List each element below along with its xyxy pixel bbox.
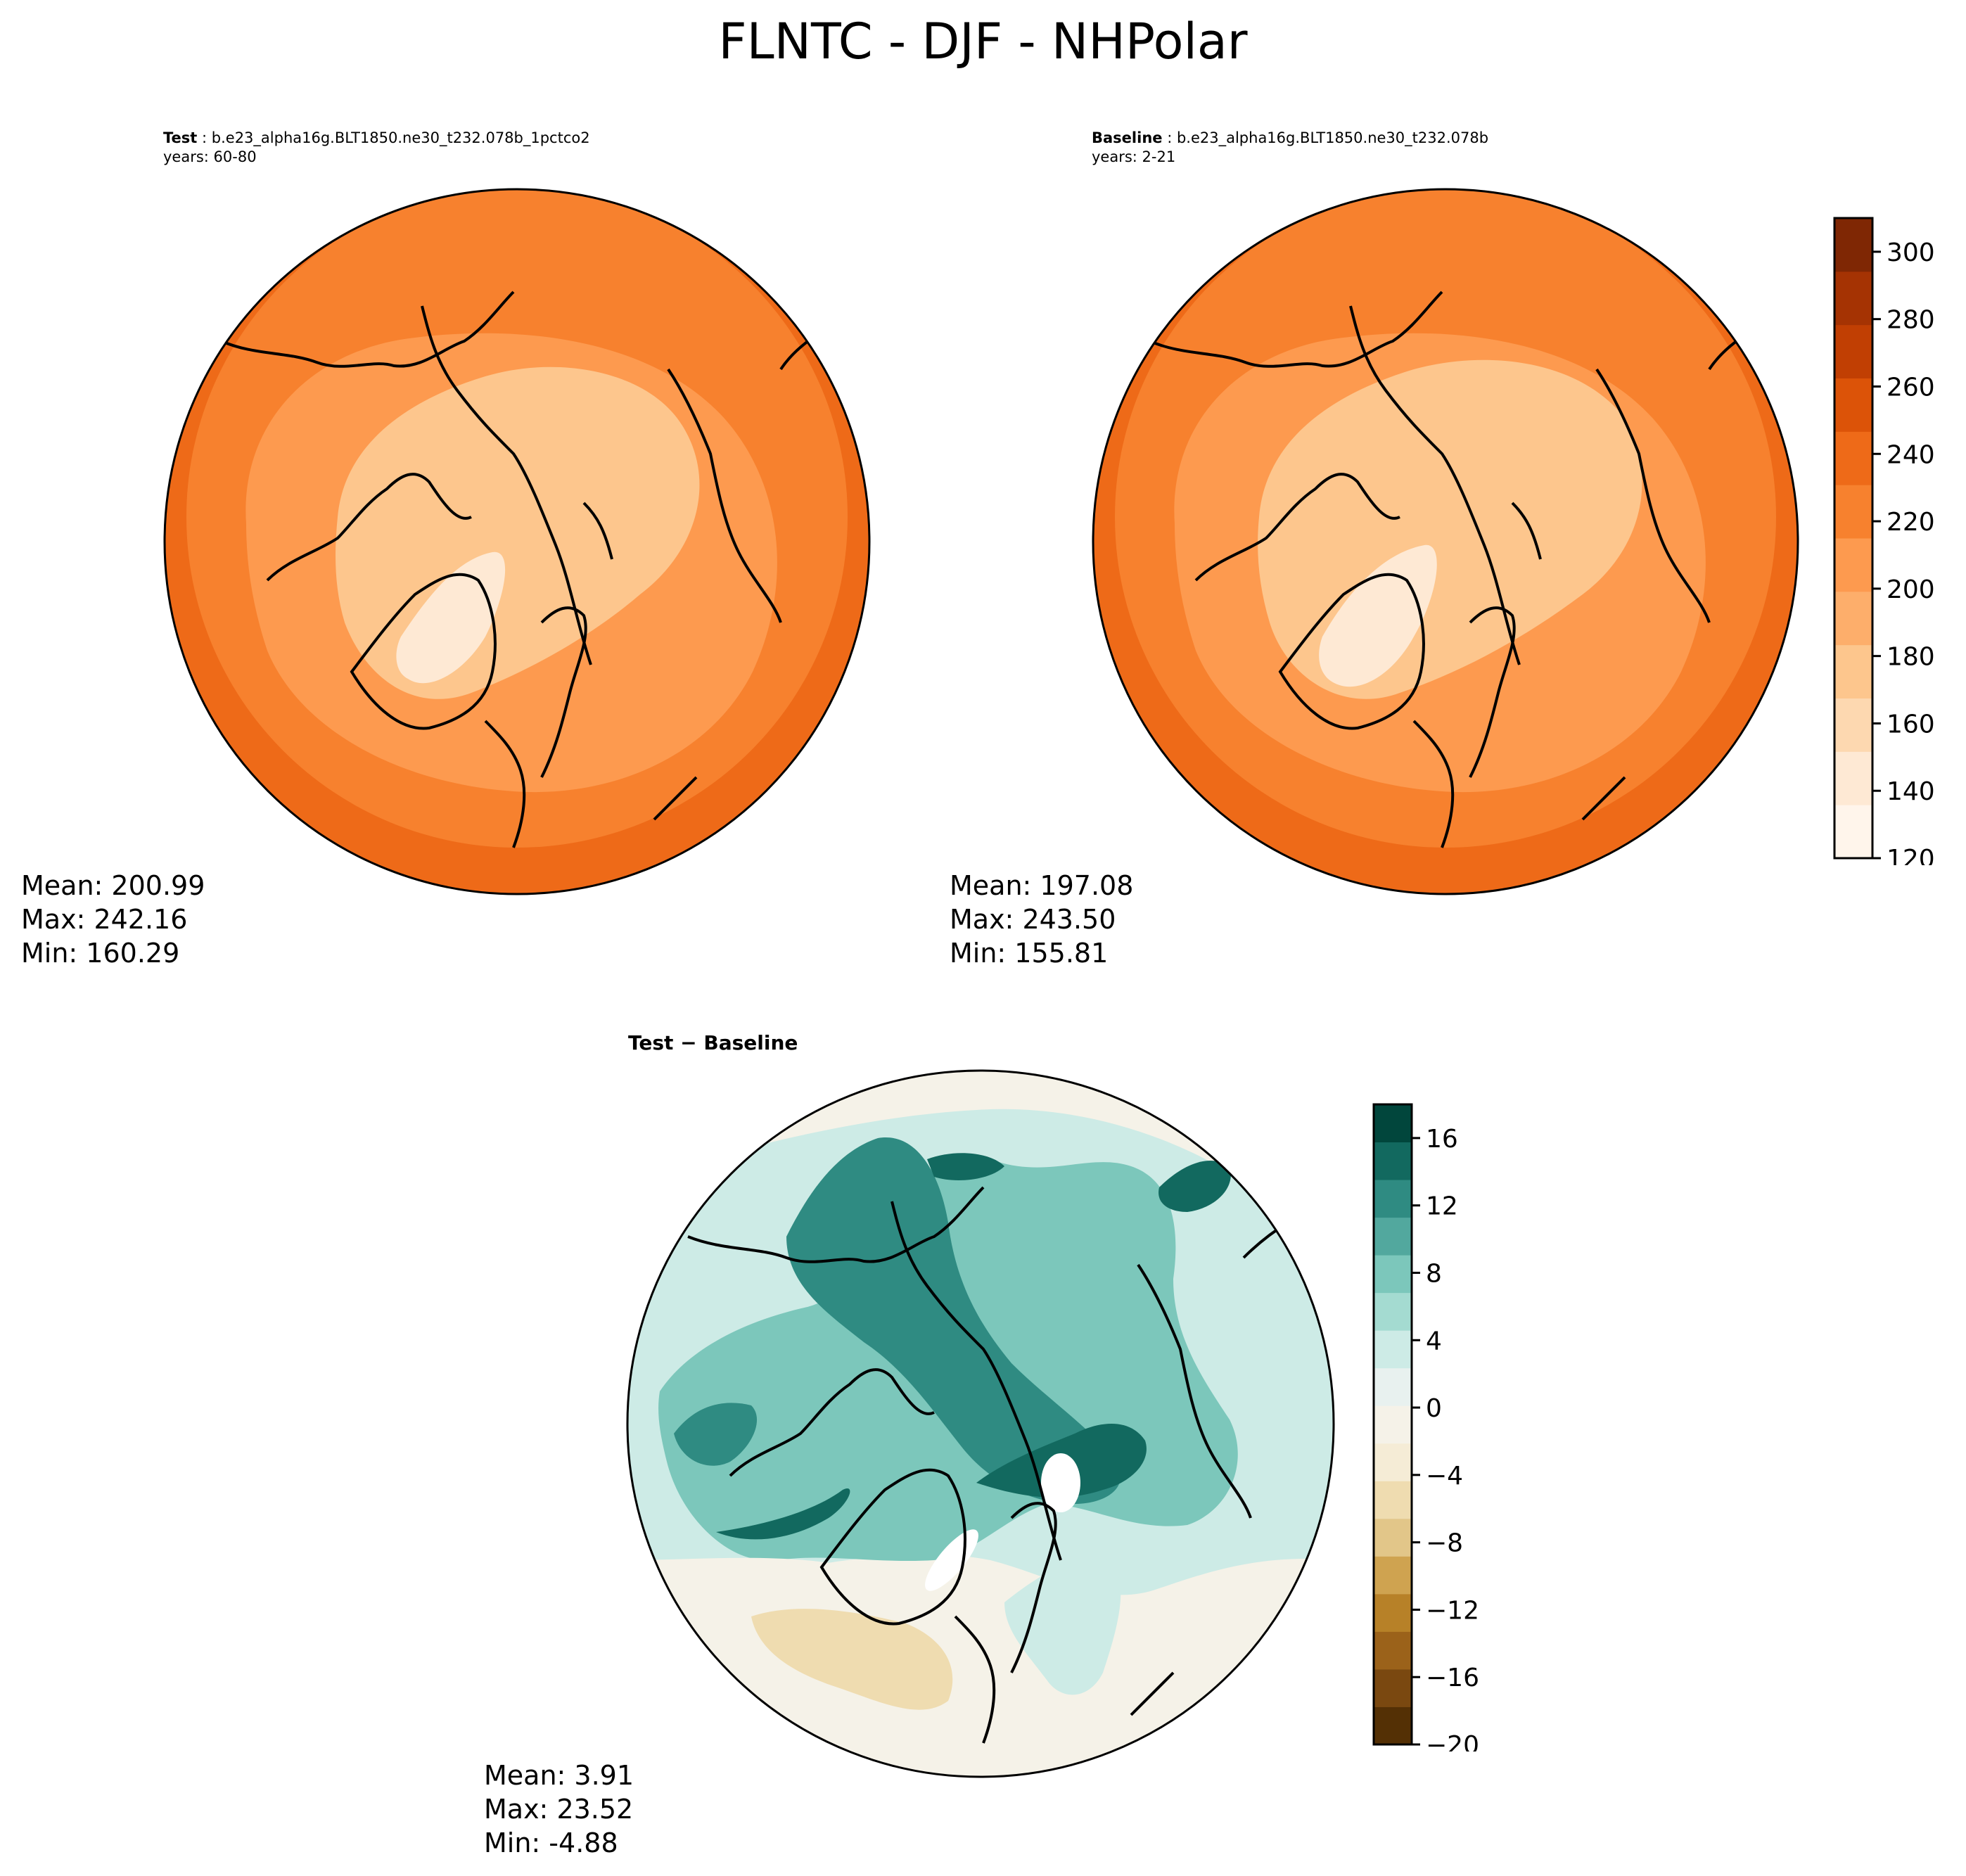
colorbar-main-tick-label: 220	[1887, 508, 1935, 537]
colorbar-diff-block	[1374, 1180, 1412, 1218]
colorbar-diff-tick-label: −8	[1426, 1529, 1463, 1558]
diff-strong-region	[786, 1137, 1121, 1504]
colorbar-main-block	[1834, 271, 1872, 326]
diff-map	[626, 1069, 1335, 1778]
colorbar-main-block	[1834, 218, 1872, 272]
colorbar-main-block	[1834, 431, 1872, 485]
colorbar-diff-tick-label: −12	[1426, 1596, 1479, 1625]
diff-missing-east	[1041, 1453, 1080, 1512]
colorbar-diff-block	[1374, 1593, 1412, 1632]
diff-map-boundary	[626, 1069, 1335, 1778]
colorbar-diff-block	[1374, 1217, 1412, 1256]
colorbar-diff-block	[1374, 1104, 1412, 1143]
colorbar-main-tick-label: 140	[1887, 777, 1935, 806]
test-case: b.e23_alpha16g.BLT1850.ne30_t232.078b_1p…	[211, 129, 590, 146]
colorbar-main-block	[1834, 378, 1872, 432]
diff-max: Max: 23.52	[484, 1794, 634, 1825]
colorbar-main-tick-label: 300	[1887, 238, 1935, 267]
baseline-mean: Mean: 197.08	[950, 870, 1134, 901]
colorbar-diff-tick-label: 0	[1426, 1394, 1442, 1423]
colorbar-main: 120 140 160 180 200 220 240 260 280 300	[1833, 217, 1935, 865]
colorbar-diff-tick-label: −16	[1426, 1664, 1479, 1692]
colorbar-diff-block	[1374, 1292, 1412, 1331]
colorbar-diff-tick-label: 8	[1426, 1259, 1442, 1288]
baseline-map	[1092, 188, 1799, 895]
colorbar-diff-tick-label: 12	[1426, 1192, 1458, 1221]
diff-min: Min: -4.88	[484, 1827, 618, 1858]
colorbar-main-block	[1834, 805, 1872, 859]
baseline-stats: Mean: 197.08 Max: 243.50 Min: 155.81	[950, 869, 1133, 970]
test-stats: Mean: 200.99 Max: 242.16 Min: 160.29	[21, 869, 205, 970]
baseline-case: b.e23_alpha16g.BLT1850.ne30_t232.078b	[1176, 129, 1489, 146]
colorbar-diff-block	[1374, 1556, 1412, 1595]
colorbar-main-block	[1834, 591, 1872, 646]
diff-dark-ne	[1158, 1160, 1231, 1212]
colorbar-main-block	[1834, 698, 1872, 752]
colorbar-diff: 16 12 8 4 0 −4 −8 −12 −16 −20	[1372, 1103, 1479, 1751]
diff-strong-west	[674, 1403, 758, 1466]
baseline-years: years: 2-21	[1092, 148, 1176, 165]
diff-dark-north	[927, 1153, 1004, 1180]
colorbar-diff-tick-label: 4	[1426, 1327, 1442, 1355]
baseline-map-boundary	[1092, 188, 1799, 895]
test-mean: Mean: 200.99	[21, 870, 205, 901]
diff-brown-region	[751, 1609, 953, 1710]
colorbar-main-tick-label: 240	[1887, 440, 1935, 469]
colorbar-diff-block	[1374, 1706, 1412, 1745]
test-min: Min: 160.29	[21, 938, 180, 969]
baseline-label: Baseline	[1092, 129, 1163, 146]
colorbar-main-tick-label: 280	[1887, 306, 1935, 335]
diff-background-south	[627, 1557, 1334, 1777]
colorbar-main-block	[1834, 324, 1872, 378]
colorbar-diff-tick-label: −4	[1426, 1462, 1463, 1491]
colorbar-main-tick-label: 160	[1887, 710, 1935, 739]
test-label: Test	[163, 129, 198, 146]
baseline-max: Max: 243.50	[950, 904, 1116, 935]
colorbar-main-tick-label: 260	[1887, 373, 1935, 402]
colorbar-diff-block	[1374, 1405, 1412, 1444]
test-map	[163, 188, 871, 895]
diff-coastlines	[687, 1186, 1308, 1777]
colorbar-diff-block	[1374, 1668, 1412, 1707]
test-subtitle: Test : b.e23_alpha16g.BLT1850.ne30_t232.…	[163, 129, 590, 165]
diff-light-scandinavia	[1004, 1559, 1121, 1695]
test-years: years: 60-80	[163, 148, 257, 165]
colorbar-diff-tick-label: −20	[1426, 1731, 1479, 1751]
test-max: Max: 242.16	[21, 904, 188, 935]
colorbar-main-block	[1834, 751, 1872, 805]
test-greenland-core	[396, 551, 506, 684]
colorbar-main-block	[1834, 485, 1872, 539]
colorbar-main-block	[1834, 644, 1872, 698]
colorbar-diff-block	[1374, 1142, 1412, 1180]
diff-dark-band-west	[716, 1488, 850, 1540]
colorbar-diff-block	[1374, 1631, 1412, 1670]
colorbar-main-tick-label: 200	[1887, 575, 1935, 604]
test-coastlines	[221, 291, 838, 894]
colorbar-diff-block	[1374, 1443, 1412, 1481]
baseline-min: Min: 155.81	[950, 938, 1109, 969]
colorbar-diff-block	[1374, 1481, 1412, 1519]
colorbar-main-tick-label: 120	[1887, 845, 1935, 865]
colorbar-diff-block	[1374, 1255, 1412, 1294]
colorbar-diff-block	[1374, 1367, 1412, 1406]
figure-title: FLNTC - DJF - NHPolar	[718, 13, 1248, 70]
diff-title: Test − Baseline	[628, 1031, 798, 1054]
diff-stats: Mean: 3.91 Max: 23.52 Min: -4.88	[484, 1759, 634, 1860]
baseline-subtitle: Baseline : b.e23_alpha16g.BLT1850.ne30_t…	[1092, 129, 1489, 165]
diff-mean: Mean: 3.91	[484, 1760, 634, 1791]
colorbar-diff-block	[1374, 1518, 1412, 1557]
test-map-boundary	[163, 188, 871, 895]
colorbar-diff-block	[1374, 1330, 1412, 1369]
colorbar-main-block	[1834, 538, 1872, 592]
colorbar-main-tick-label: 180	[1887, 643, 1935, 672]
colorbar-diff-tick-label: 16	[1426, 1125, 1458, 1154]
